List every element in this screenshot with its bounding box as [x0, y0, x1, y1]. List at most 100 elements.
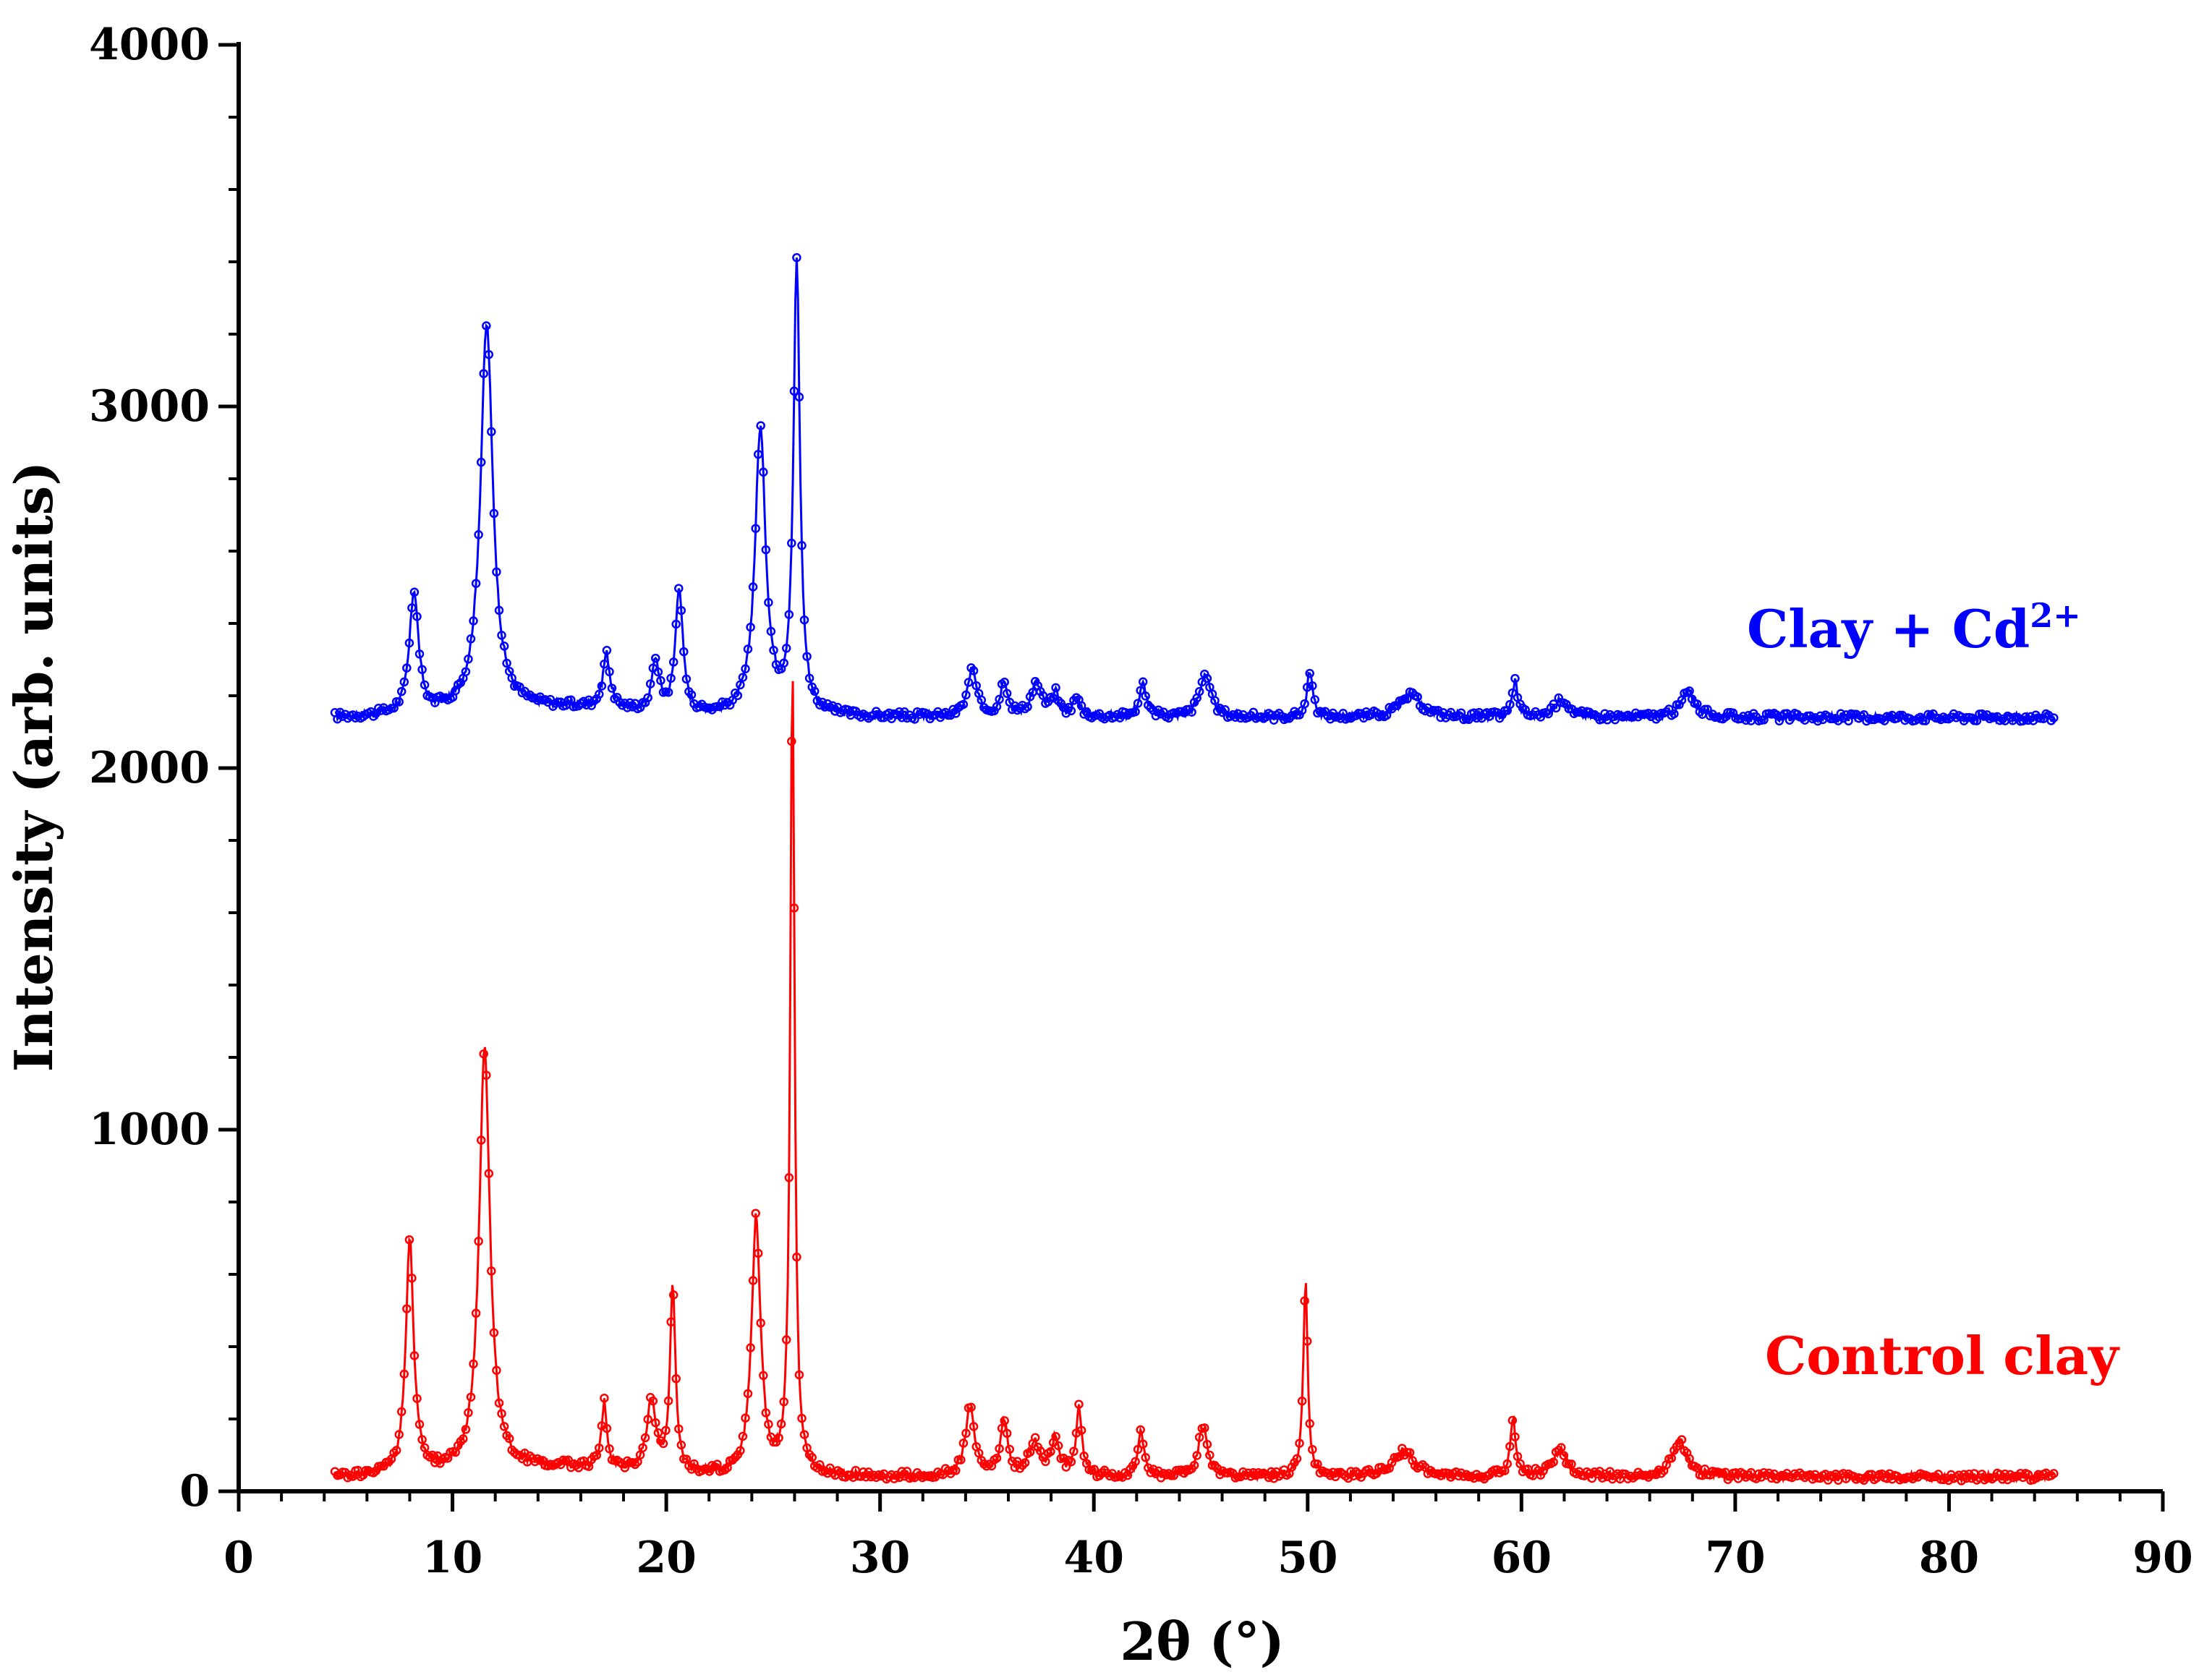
data-point — [595, 689, 604, 699]
data-point — [402, 663, 412, 673]
data-point — [1046, 1446, 1055, 1457]
data-point — [461, 667, 471, 676]
data-point — [1097, 1468, 1107, 1478]
data-point — [779, 658, 788, 668]
data-point — [733, 691, 743, 700]
data-point — [658, 1439, 668, 1449]
x-tick-label: 30 — [850, 1533, 911, 1583]
data-point — [995, 1444, 1004, 1454]
data-point — [645, 679, 655, 689]
data-point — [409, 1351, 420, 1360]
data-point — [674, 584, 684, 593]
data-point — [1002, 1428, 1012, 1439]
data-point — [1200, 1423, 1209, 1433]
data-point — [966, 1402, 976, 1412]
axes: 0 10 20 30 40 50 60 70 80 90 0 1000 2000 3000 4000 — [89, 20, 2193, 1583]
data-point — [1305, 1419, 1314, 1428]
data-point — [399, 1369, 409, 1379]
x-tick-label: 80 — [1919, 1533, 1980, 1583]
data-point — [769, 645, 778, 655]
data-point — [502, 658, 511, 668]
data-point — [969, 666, 979, 675]
data-point — [1079, 1452, 1089, 1461]
data-point — [1041, 1457, 1050, 1467]
data-point — [666, 673, 676, 683]
data-point — [497, 631, 506, 640]
data-point — [764, 597, 773, 608]
data-point — [1413, 692, 1422, 702]
data-point — [809, 686, 820, 696]
data-point — [638, 1443, 647, 1452]
data-point — [420, 680, 430, 690]
data-point — [1131, 707, 1140, 717]
data-point — [964, 678, 974, 687]
data-point — [1510, 673, 1520, 683]
data-point — [1505, 699, 1515, 709]
data-point — [779, 1397, 788, 1407]
data-point — [807, 1452, 817, 1462]
data-point — [394, 1430, 404, 1439]
data-point — [804, 673, 814, 683]
data-point — [1149, 1465, 1158, 1474]
data-point — [789, 903, 799, 913]
data-point — [1785, 715, 1795, 725]
data-point — [484, 349, 494, 359]
data-point — [958, 699, 969, 709]
data-point — [499, 1422, 509, 1431]
data-point — [607, 683, 617, 693]
data-point — [1005, 1444, 1015, 1454]
data-point — [412, 612, 422, 621]
data-point — [402, 1304, 412, 1313]
data-point — [794, 392, 804, 402]
data-point — [1562, 699, 1571, 709]
data-point — [661, 1425, 671, 1436]
data-point — [507, 673, 516, 683]
data-point — [469, 1359, 478, 1369]
data-point — [484, 1169, 494, 1178]
data-point — [464, 1408, 473, 1418]
data-point — [1515, 1459, 1525, 1469]
data-point — [497, 1409, 506, 1418]
data-point — [482, 321, 491, 331]
data-point — [776, 1419, 786, 1429]
data-point — [784, 1173, 794, 1182]
data-point — [799, 615, 809, 625]
data-point — [487, 1266, 496, 1276]
series-label-control-clay: Control clay — [1765, 1325, 2120, 1386]
data-point — [643, 693, 652, 702]
data-point — [766, 626, 776, 636]
data-point — [759, 467, 768, 477]
series-clay-cd — [330, 252, 2059, 726]
data-point — [407, 603, 417, 613]
data-point — [648, 1396, 658, 1406]
data-point — [992, 1453, 1002, 1463]
data-point — [1669, 709, 1679, 719]
data-point — [1118, 1472, 1128, 1482]
data-point — [781, 1335, 791, 1344]
data-point — [587, 701, 596, 710]
data-point — [971, 681, 981, 691]
data-point — [1192, 1451, 1201, 1460]
data-point — [856, 1472, 866, 1481]
series-label-clay-cd-sup: 2+ — [2030, 596, 2081, 635]
data-point — [412, 1394, 422, 1403]
data-point — [756, 421, 765, 430]
data-point — [1295, 710, 1304, 720]
data-point — [1210, 696, 1220, 705]
x-tick-label: 60 — [1492, 1533, 1552, 1583]
data-point — [1667, 1453, 1677, 1463]
data-point — [492, 567, 501, 577]
data-point — [396, 1407, 407, 1417]
data-point — [679, 647, 689, 657]
data-point — [1297, 1396, 1307, 1406]
data-point — [643, 1415, 652, 1424]
data-point — [1205, 1450, 1215, 1460]
data-point — [1305, 668, 1314, 678]
data-point — [1741, 715, 1751, 725]
data-point — [1189, 1460, 1199, 1470]
data-point — [751, 1209, 760, 1218]
data-point — [1133, 699, 1143, 708]
data-point — [1533, 1466, 1543, 1475]
data-point — [1559, 1451, 1569, 1460]
